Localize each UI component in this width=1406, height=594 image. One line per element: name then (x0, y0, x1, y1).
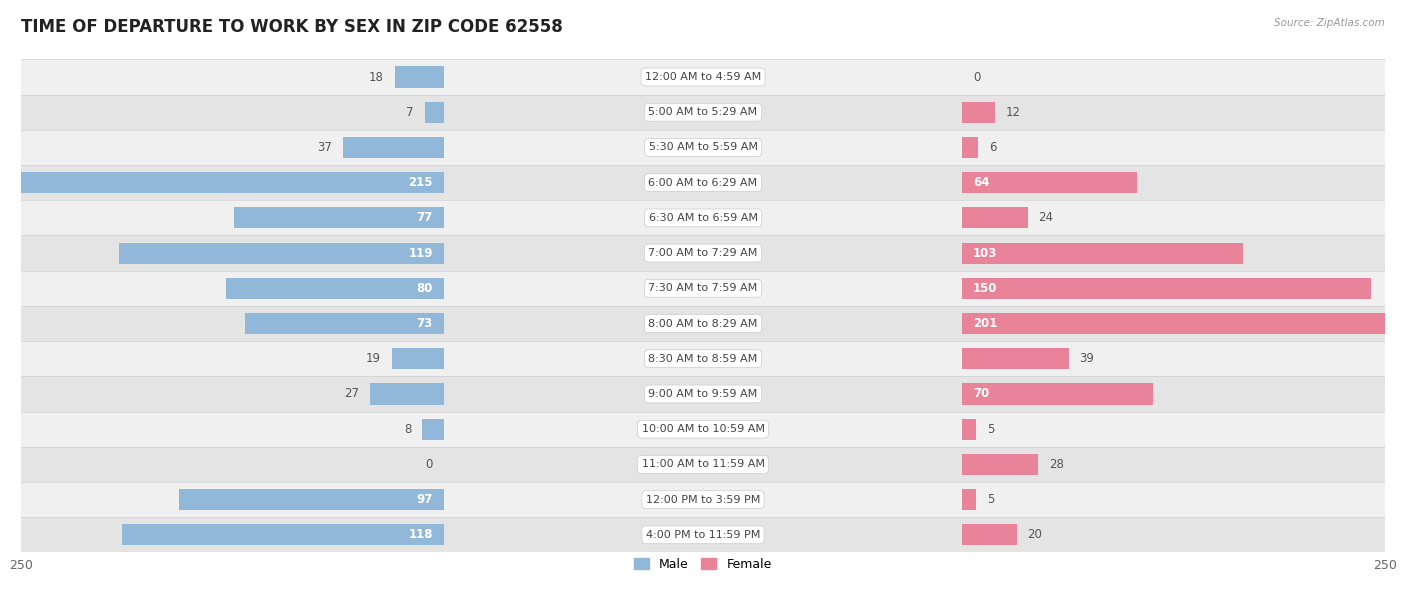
Text: 39: 39 (1080, 352, 1094, 365)
Text: Source: ZipAtlas.com: Source: ZipAtlas.com (1274, 18, 1385, 28)
Text: 6:00 AM to 6:29 AM: 6:00 AM to 6:29 AM (648, 178, 758, 188)
Text: 27: 27 (344, 387, 360, 400)
Text: 103: 103 (973, 247, 997, 260)
Text: 77: 77 (416, 211, 433, 225)
Bar (225, 278, 444, 299)
Bar (962, 207, 1028, 229)
Text: 20: 20 (1028, 528, 1042, 541)
Text: 6:30 AM to 6:59 AM: 6:30 AM to 6:59 AM (648, 213, 758, 223)
Text: 119: 119 (409, 247, 433, 260)
Bar (180, 489, 444, 510)
Bar (21, 94, 1385, 130)
Text: 8:00 AM to 8:29 AM: 8:00 AM to 8:29 AM (648, 318, 758, 328)
Bar (21, 517, 1385, 552)
Text: 6: 6 (990, 141, 997, 154)
Text: 18: 18 (368, 71, 384, 84)
Text: 0: 0 (973, 71, 980, 84)
Bar (425, 102, 444, 123)
Text: 64: 64 (973, 176, 990, 189)
Bar (245, 313, 444, 334)
Bar (392, 348, 444, 369)
Text: 8:30 AM to 8:59 AM: 8:30 AM to 8:59 AM (648, 354, 758, 364)
Bar (422, 419, 444, 440)
Bar (21, 341, 1385, 377)
Text: 5:00 AM to 5:29 AM: 5:00 AM to 5:29 AM (648, 108, 758, 117)
Bar (962, 313, 1406, 334)
Text: 12:00 AM to 4:59 AM: 12:00 AM to 4:59 AM (645, 72, 761, 82)
Text: 28: 28 (1049, 458, 1064, 471)
Text: 19: 19 (366, 352, 381, 365)
Bar (962, 383, 1153, 405)
Bar (962, 525, 1017, 545)
Text: 11:00 AM to 11:59 AM: 11:00 AM to 11:59 AM (641, 459, 765, 469)
Bar (120, 242, 444, 264)
Bar (962, 419, 976, 440)
Bar (21, 59, 1385, 94)
Bar (962, 454, 1039, 475)
Bar (370, 383, 444, 405)
Text: 24: 24 (1039, 211, 1053, 225)
Text: 37: 37 (318, 141, 332, 154)
Text: 70: 70 (973, 387, 990, 400)
Text: 118: 118 (409, 528, 433, 541)
Bar (962, 278, 1371, 299)
Legend: Male, Female: Male, Female (630, 553, 776, 576)
Bar (21, 447, 1385, 482)
Text: 73: 73 (416, 317, 433, 330)
Bar (962, 242, 1243, 264)
Bar (21, 200, 1385, 235)
Text: 97: 97 (416, 493, 433, 506)
Text: 7:00 AM to 7:29 AM: 7:00 AM to 7:29 AM (648, 248, 758, 258)
Bar (21, 271, 1385, 306)
Text: 12: 12 (1005, 106, 1021, 119)
Bar (395, 67, 444, 87)
Text: 80: 80 (416, 282, 433, 295)
Bar (21, 165, 1385, 200)
Text: 201: 201 (973, 317, 997, 330)
Text: 10:00 AM to 10:59 AM: 10:00 AM to 10:59 AM (641, 424, 765, 434)
Text: 5: 5 (987, 493, 994, 506)
Bar (21, 412, 1385, 447)
Text: 215: 215 (409, 176, 433, 189)
Text: 5:30 AM to 5:59 AM: 5:30 AM to 5:59 AM (648, 143, 758, 153)
Bar (21, 377, 1385, 412)
Text: 0: 0 (426, 458, 433, 471)
Text: 8: 8 (404, 423, 411, 435)
Bar (343, 137, 444, 158)
Text: 4:00 PM to 11:59 PM: 4:00 PM to 11:59 PM (645, 530, 761, 540)
Bar (962, 489, 976, 510)
Text: TIME OF DEPARTURE TO WORK BY SEX IN ZIP CODE 62558: TIME OF DEPARTURE TO WORK BY SEX IN ZIP … (21, 18, 562, 36)
Bar (962, 172, 1136, 193)
Bar (21, 235, 1385, 271)
Text: 7:30 AM to 7:59 AM: 7:30 AM to 7:59 AM (648, 283, 758, 293)
Text: 9:00 AM to 9:59 AM: 9:00 AM to 9:59 AM (648, 389, 758, 399)
Bar (21, 482, 1385, 517)
Bar (0, 172, 444, 193)
Bar (962, 102, 995, 123)
Text: 12:00 PM to 3:59 PM: 12:00 PM to 3:59 PM (645, 495, 761, 504)
Bar (233, 207, 444, 229)
Text: 5: 5 (987, 423, 994, 435)
Bar (962, 137, 979, 158)
Text: 7: 7 (406, 106, 413, 119)
Bar (962, 348, 1069, 369)
Text: 150: 150 (973, 282, 997, 295)
Bar (21, 306, 1385, 341)
Bar (21, 130, 1385, 165)
Bar (122, 525, 444, 545)
